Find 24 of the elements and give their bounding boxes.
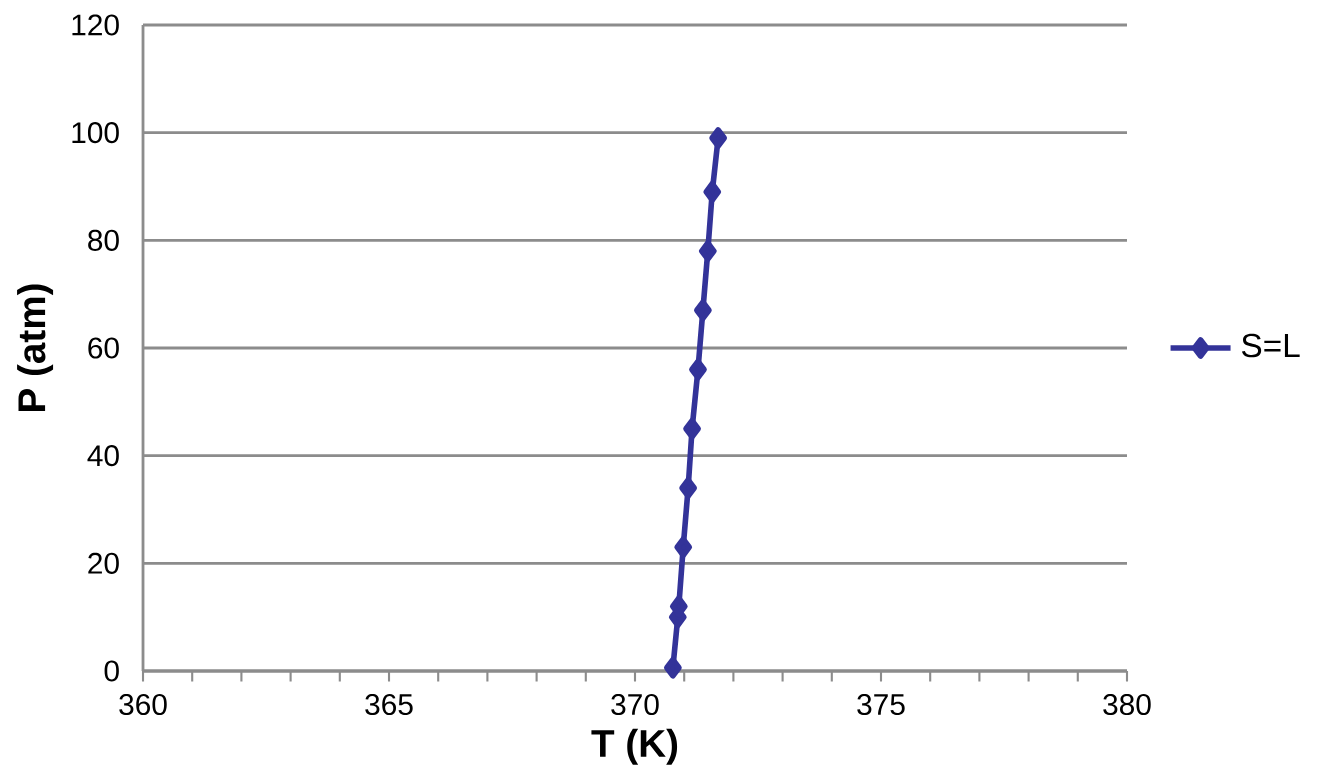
x-tick-label: 370: [611, 693, 659, 716]
point: [694, 299, 712, 322]
legend-label: S=L: [1241, 333, 1300, 358]
point: [709, 127, 728, 149]
y-axis-title: P (atm): [17, 284, 54, 411]
point: [683, 417, 701, 440]
y-tick-label: 100: [72, 122, 119, 144]
y-tick-label: 20: [88, 552, 119, 574]
point: [698, 240, 717, 262]
x-tick-label: 375: [857, 693, 905, 716]
x-tick-label: 365: [365, 693, 413, 716]
x-tick-label: 360: [119, 693, 167, 716]
point: [679, 477, 698, 499]
point: [664, 656, 682, 679]
point: [674, 536, 693, 559]
point: [689, 358, 707, 381]
x-axis-title: T (K): [591, 728, 678, 765]
y-tick-label: 120: [72, 14, 119, 36]
y-tick-label: 0: [104, 660, 119, 682]
point: [703, 180, 722, 203]
y-tick-label: 60: [88, 337, 119, 359]
x-tick-label: 380: [1103, 693, 1151, 716]
y-tick-label: 40: [87, 445, 119, 467]
y-tick-label: 80: [88, 229, 119, 251]
